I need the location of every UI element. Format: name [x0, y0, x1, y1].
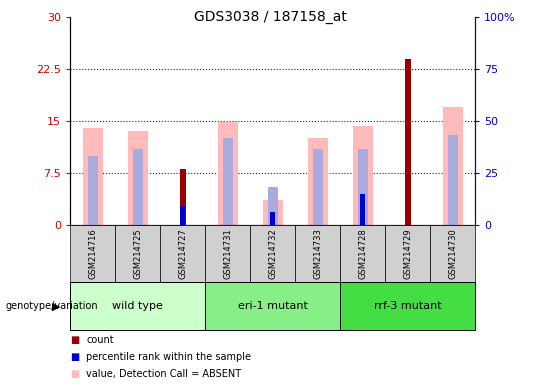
- Bar: [223, 138, 233, 225]
- Bar: [295, 225, 340, 282]
- Bar: [271, 212, 275, 225]
- Bar: [404, 59, 411, 225]
- Text: genotype/variation: genotype/variation: [5, 301, 98, 311]
- Bar: [205, 225, 250, 282]
- Text: GSM214728: GSM214728: [358, 228, 367, 279]
- Bar: [205, 282, 340, 330]
- Text: rrf-3 mutant: rrf-3 mutant: [374, 301, 442, 311]
- Bar: [133, 149, 143, 225]
- Bar: [430, 225, 475, 282]
- Bar: [313, 149, 323, 225]
- Bar: [218, 122, 238, 225]
- Bar: [262, 200, 283, 225]
- Text: eri-1 mutant: eri-1 mutant: [238, 301, 308, 311]
- Text: ■: ■: [70, 369, 79, 379]
- Text: GSM214732: GSM214732: [268, 228, 277, 279]
- Bar: [87, 156, 98, 225]
- Bar: [127, 131, 148, 225]
- Bar: [443, 107, 463, 225]
- Text: GSM214730: GSM214730: [448, 228, 457, 279]
- Bar: [160, 225, 205, 282]
- Bar: [361, 194, 365, 225]
- Text: GSM214727: GSM214727: [178, 228, 187, 279]
- Bar: [70, 225, 115, 282]
- Bar: [385, 225, 430, 282]
- Bar: [70, 282, 205, 330]
- Bar: [308, 138, 328, 225]
- Text: ▶: ▶: [52, 301, 61, 311]
- Text: ■: ■: [70, 335, 79, 345]
- Text: GSM214716: GSM214716: [88, 228, 97, 279]
- Text: GSM214729: GSM214729: [403, 228, 412, 279]
- Text: GSM214725: GSM214725: [133, 228, 142, 279]
- Bar: [448, 135, 458, 225]
- Bar: [340, 282, 475, 330]
- Bar: [250, 225, 295, 282]
- Bar: [179, 169, 186, 225]
- Text: value, Detection Call = ABSENT: value, Detection Call = ABSENT: [86, 369, 241, 379]
- Bar: [268, 187, 278, 225]
- Bar: [115, 225, 160, 282]
- Text: GSM214733: GSM214733: [313, 228, 322, 279]
- Text: GDS3038 / 187158_at: GDS3038 / 187158_at: [193, 10, 347, 23]
- Bar: [83, 128, 103, 225]
- Text: percentile rank within the sample: percentile rank within the sample: [86, 352, 252, 362]
- Text: ■: ■: [70, 352, 79, 362]
- Bar: [340, 225, 385, 282]
- Text: GSM214731: GSM214731: [223, 228, 232, 279]
- Bar: [180, 206, 185, 225]
- Text: count: count: [86, 335, 114, 345]
- Bar: [357, 149, 368, 225]
- Text: wild type: wild type: [112, 301, 163, 311]
- Bar: [353, 126, 373, 225]
